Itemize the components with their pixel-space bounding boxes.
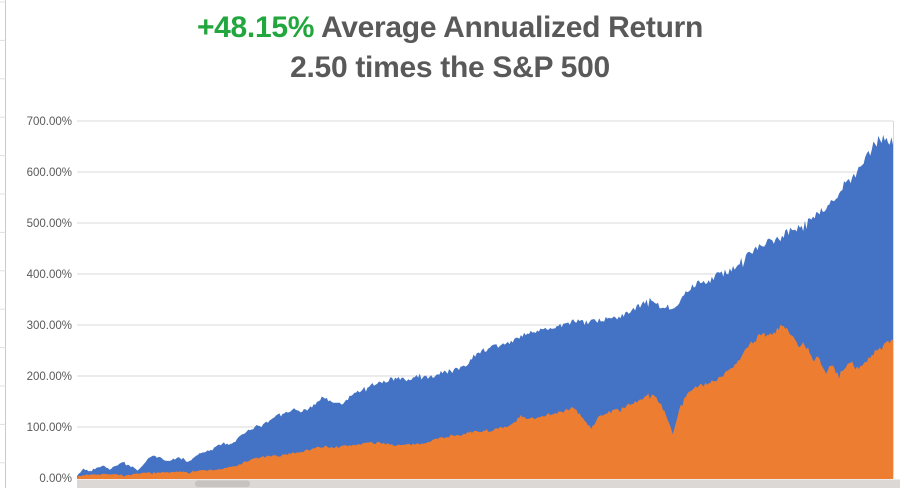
- y-axis-label: 100.00%: [27, 422, 72, 434]
- title-line1: +48.15% Average Annualized Return: [0, 8, 900, 48]
- title-line2-text: 2.50 times the S&P 500: [290, 51, 610, 84]
- y-axis-label: 0.00%: [39, 473, 72, 485]
- title-return-value: +48.15%: [196, 11, 315, 44]
- chart-title: +48.15% Average Annualized Return 2.50 t…: [0, 8, 900, 88]
- y-axis-label: 700.00%: [27, 116, 72, 128]
- y-axis-label: 600.00%: [27, 167, 72, 179]
- orange-area: [77, 324, 893, 479]
- y-axis-label: 300.00%: [27, 320, 72, 332]
- y-axis-label: 200.00%: [27, 371, 72, 383]
- y-axis-label: 500.00%: [27, 218, 72, 230]
- title-line1-text: Average Annualized Return: [314, 11, 704, 44]
- horizontal-scrollbar-thumb[interactable]: [195, 480, 250, 488]
- horizontal-scrollbar-track[interactable]: [77, 479, 900, 488]
- y-axis-label: 400.00%: [27, 269, 72, 281]
